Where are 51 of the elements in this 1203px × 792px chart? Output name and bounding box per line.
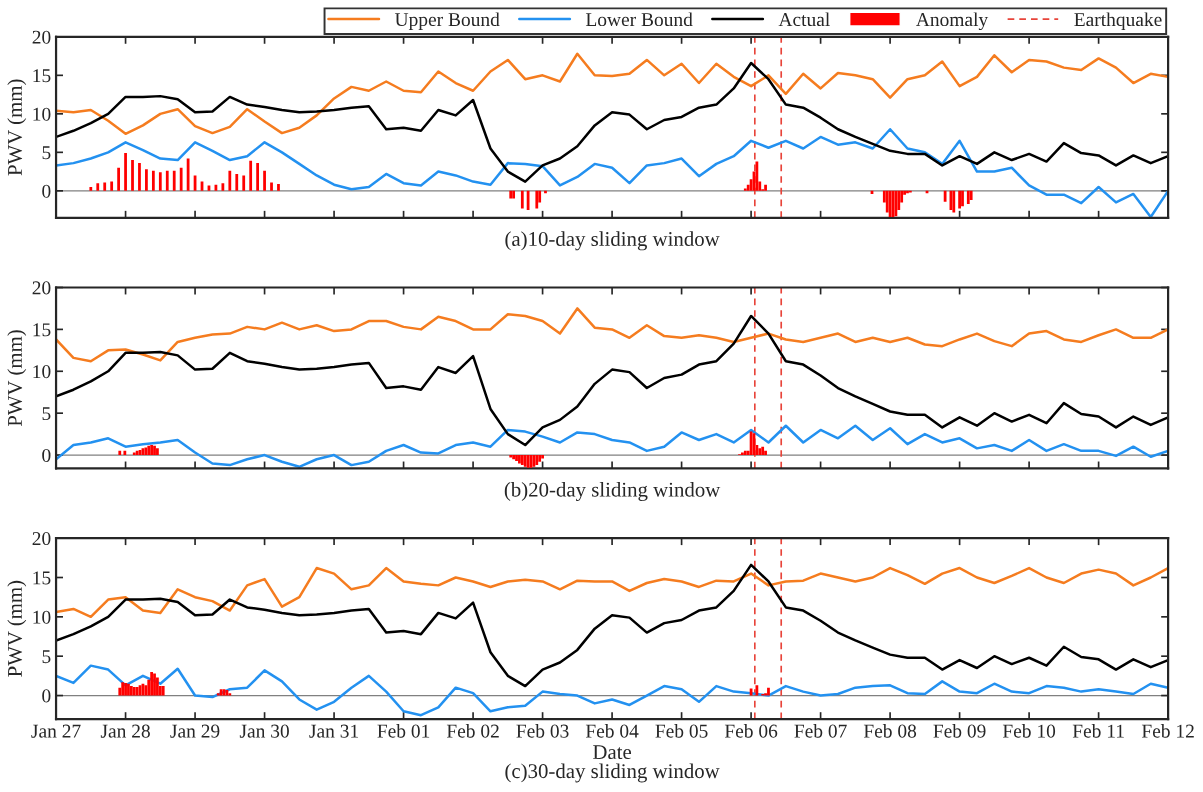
y-tick-label: 10 [33,610,51,624]
line-series [56,61,1169,183]
x-tick-label: Feb 08 [863,724,917,738]
line-series [56,314,1169,447]
x-tick-label: Feb 09 [933,724,986,738]
x-tick-label: Feb 10 [1002,724,1056,738]
x-tick-label: Feb 05 [655,724,708,738]
x-tick-label: Feb 01 [377,724,430,738]
x-tick-label: Feb 11 [1072,724,1124,738]
y-axis-title: PWV (mm) [7,330,27,427]
x-tick-label: Jan 31 [309,724,359,738]
y-tick-label: 15 [33,69,51,83]
legend-label: Lower Bound [585,12,693,27]
line-series [56,664,1169,717]
x-tick-label: Feb 03 [516,724,569,738]
x-axis-title: Date [593,745,632,760]
y-tick-label: 10 [33,107,51,121]
y-tick-label: 5 [42,650,51,664]
y-tick-label: 0 [42,448,51,462]
y-axis-title: PWV (mm) [7,79,27,176]
x-tick-label: Feb 06 [724,724,778,738]
y-tick-label: 10 [33,365,51,379]
legend-label: Earthquake [1074,12,1162,31]
line-series [56,563,1169,688]
y-tick-label: 15 [33,571,51,585]
legend-label: Anomaly [916,12,989,31]
text: (b)20-day sliding window [504,482,721,501]
text: (a)10-day sliding window [505,231,720,251]
y-tick-label: 20 [32,531,51,546]
text: (c)30-day sliding window [505,763,720,783]
y-tick-label: 20 [32,30,51,44]
x-tick-label: Jan 30 [239,724,289,738]
x-tick-label: Jan 27 [31,724,81,738]
line-series [56,307,1169,363]
y-tick-label: 0 [42,184,51,198]
x-tick-label: Feb 12 [1141,724,1194,738]
y-tick-label: 0 [42,689,51,703]
y-tick-label: 20 [32,281,51,295]
y-tick-label: 5 [42,407,51,421]
y-tick-label: 15 [33,323,51,337]
x-tick-label: Feb 04 [585,724,639,738]
legend-label: Upper Bound [394,12,500,31]
line-series [56,52,1169,136]
y-tick-label: 5 [42,146,51,160]
line-series [56,566,1169,619]
x-tick-label: Jan 28 [100,724,150,738]
x-tick-label: Jan 29 [170,724,220,738]
x-tick-label: Feb 07 [794,724,847,738]
x-tick-label: Feb 02 [446,724,499,738]
y-axis-title: PWV (mm) [7,580,27,677]
legend-label: Actual [778,12,830,27]
